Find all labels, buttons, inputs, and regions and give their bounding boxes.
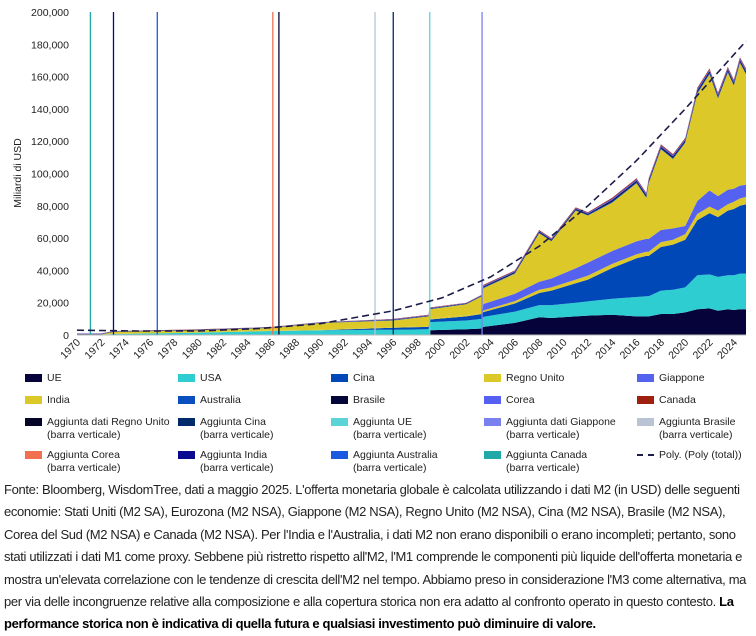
legend-swatch (25, 374, 42, 382)
y-tick-label: 20,000 (37, 298, 69, 310)
y-tick-label: 40,000 (37, 265, 69, 277)
x-tick-label: 2004 (472, 337, 497, 362)
x-tick-label: 2018 (642, 337, 667, 362)
y-tick-label: 100,000 (31, 169, 69, 181)
legend-label: Aggiunta dati Giappone (barra verticale) (506, 416, 616, 441)
legend-label: Aggiunta Cina (barra verticale) (200, 416, 274, 441)
legend-swatch (331, 451, 348, 459)
legend-label: Cina (353, 372, 375, 384)
legend-swatch (484, 396, 501, 404)
legend-label: Aggiunta Canada (barra verticale) (506, 449, 588, 474)
x-tick-label: 1972 (82, 337, 107, 362)
area-usa (77, 273, 746, 335)
x-tick-label: 2010 (545, 337, 570, 362)
legend-label: Regno Unito (506, 372, 565, 384)
y-tick-label: 140,000 (31, 104, 69, 116)
legend-label: Brasile (353, 394, 386, 406)
legend-swatch (178, 396, 195, 404)
x-tick-label: 1994 (350, 337, 375, 362)
x-tick-label: 2000 (423, 337, 448, 362)
stacked-area-chart: 0 20,000 40,000 60,000 80,000 100,000 120,000 1… (12, 7, 747, 362)
y-axis-title: Miliardi di USD (12, 138, 24, 208)
legend-label: Aggiunta Australia (barra verticale) (353, 449, 438, 474)
x-tick-label: 1998 (399, 337, 424, 362)
legend: UE USA Cina Regno Unito Giappone India Austral… (0, 372, 756, 474)
y-tick-label: 120,000 (31, 136, 69, 148)
y-tick-label: 0 (63, 330, 69, 342)
x-tick-label: 1980 (180, 337, 205, 362)
area-india (77, 196, 746, 335)
y-tick-label: 180,000 (31, 39, 69, 51)
y-axis: 0 20,000 40,000 60,000 80,000 100,000 120,000 1… (31, 7, 69, 342)
x-tick-label: 2006 (496, 337, 521, 362)
x-tick-label: 1976 (131, 337, 156, 362)
legend-swatch (484, 418, 501, 426)
legend-label: Aggiunta dati Regno Unito (barra vertical… (47, 416, 170, 441)
y-tick-label: 80,000 (37, 201, 69, 213)
x-tick-label: 1990 (301, 337, 326, 362)
x-tick-label: 1984 (228, 337, 253, 362)
legend-label: India (47, 394, 70, 406)
legend-label: Australia (200, 394, 241, 406)
area-giappone (77, 184, 746, 335)
legend-swatch (484, 374, 501, 382)
legend-swatch (25, 396, 42, 404)
footnote-text: Fonte: Bloomberg, WisdomTree, dati a mag… (4, 482, 747, 610)
x-tick-label: 2024 (715, 337, 740, 362)
legend-label: Poly. (Poly (total)) (659, 449, 742, 461)
legend-swatch (331, 374, 348, 382)
legend-swatch (25, 418, 42, 426)
legend-label: Aggiunta Corea (barra verticale) (47, 449, 121, 474)
area-ue (77, 308, 746, 335)
x-tick-label: 2020 (666, 337, 691, 362)
x-tick-label: 2008 (520, 337, 545, 362)
legend-label: Canada (659, 394, 696, 406)
legend-swatch (637, 418, 654, 426)
x-tick-label: 2014 (593, 337, 618, 362)
legend-label: Giappone (659, 372, 705, 384)
legend-swatch (331, 418, 348, 426)
y-tick-label: 60,000 (37, 233, 69, 245)
legend-swatch (484, 451, 501, 459)
x-axis: 1970 1972 1974 1976 1978 1980 1982 1984 1986 1988… (58, 337, 740, 362)
legend-label: Aggiunta UE (barra verticale) (353, 416, 427, 441)
x-tick-label: 1988 (277, 337, 302, 362)
legend-label: UE (47, 372, 62, 384)
poly-trendline (76, 40, 747, 332)
x-tick-label: 2016 (618, 337, 643, 362)
legend-swatch (25, 451, 42, 459)
dashed-line-swatch (637, 454, 654, 456)
legend-swatch (331, 396, 348, 404)
legend-label: Aggiunta Brasile (barra verticale) (659, 416, 736, 441)
y-tick-label: 160,000 (31, 72, 69, 84)
x-tick-label: 2012 (569, 337, 594, 362)
source-footnote: Fonte: Bloomberg, WisdomTree, dati a mag… (4, 479, 752, 636)
x-tick-label: 1986 (253, 337, 278, 362)
legend-swatch (178, 374, 195, 382)
x-tick-label: 2002 (447, 337, 472, 362)
legend-swatch (178, 451, 195, 459)
x-tick-label: 2022 (691, 337, 716, 362)
legend-swatch (178, 418, 195, 426)
legend-label: Corea (506, 394, 535, 406)
legend-label: Aggiunta India (barra verticale) (200, 449, 274, 474)
x-tick-label: 1992 (326, 337, 351, 362)
area-regno-unito (77, 62, 746, 335)
x-tick-label: 1974 (107, 337, 132, 362)
legend-swatch (637, 374, 654, 382)
x-tick-label: 1970 (58, 337, 83, 362)
x-tick-label: 1978 (155, 337, 180, 362)
area-layers (77, 57, 746, 335)
x-tick-label: 1982 (204, 337, 229, 362)
legend-label: USA (200, 372, 222, 384)
legend-swatch (637, 396, 654, 404)
x-tick-label: 1996 (374, 337, 399, 362)
area-cina (77, 204, 746, 335)
vertical-bars (89, 12, 483, 335)
trendline-group (76, 40, 747, 332)
y-tick-label: 200,000 (31, 7, 69, 19)
